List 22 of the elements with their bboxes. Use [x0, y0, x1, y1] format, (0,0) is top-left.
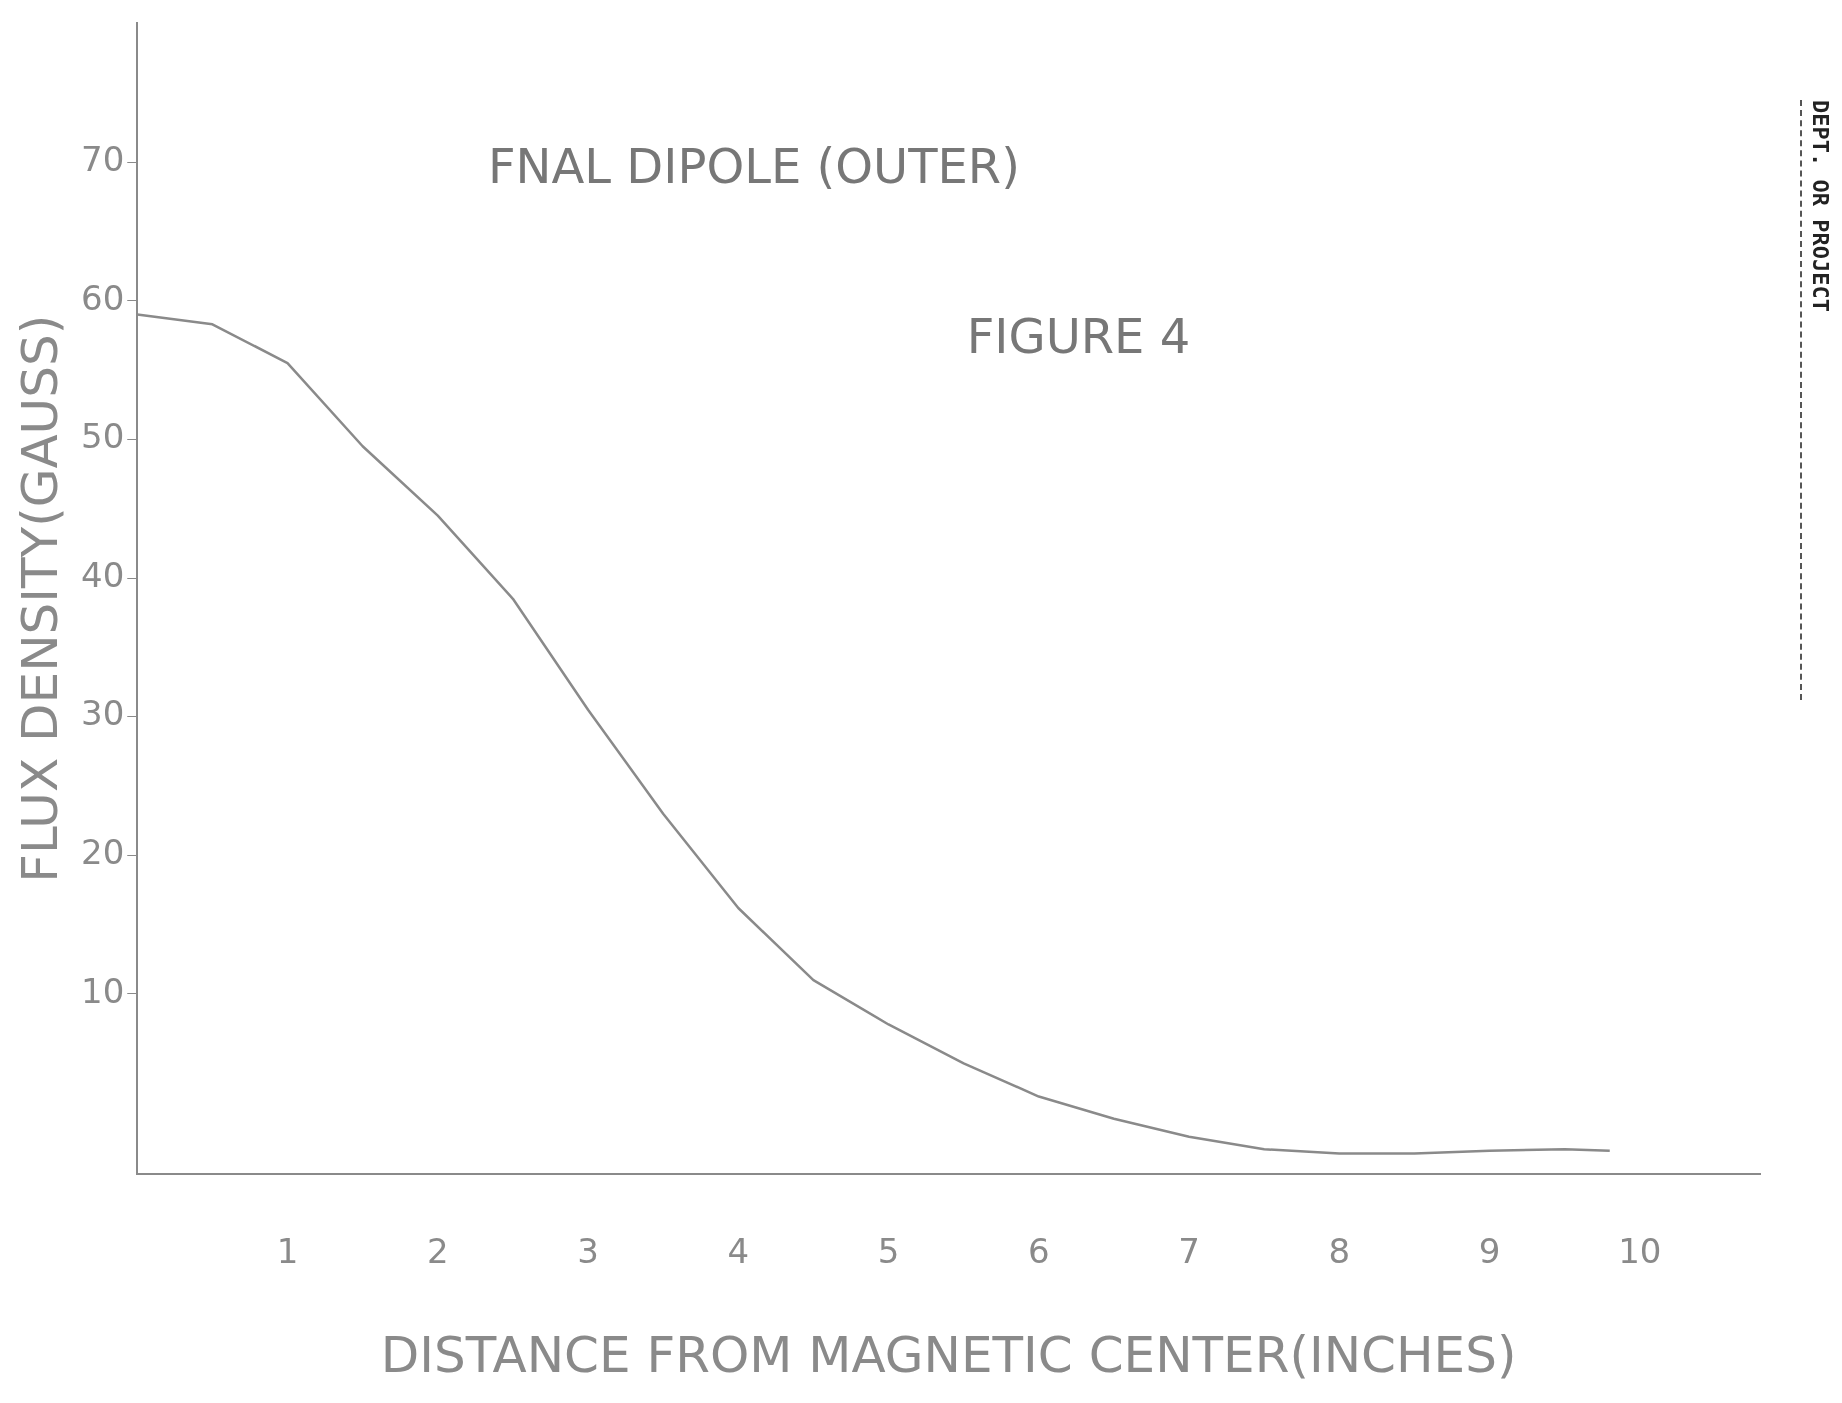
x-tick-label: 1	[276, 1231, 299, 1272]
x-tick-label: 4	[727, 1231, 750, 1272]
x-tick-label: 8	[1328, 1231, 1351, 1272]
y-tick-label: 20	[81, 832, 125, 873]
x-tick-label: 3	[577, 1231, 599, 1272]
x-tick-label: 7	[1178, 1231, 1200, 1272]
y-axis-title: FLUX DENSITY(GAUSS)	[10, 314, 69, 883]
text: DEPT. OR PROJECT	[1800, 100, 1833, 700]
y-tick-label: 60	[81, 277, 125, 318]
y-tick-label: 70	[81, 138, 125, 179]
x-tick-label: 2	[426, 1231, 449, 1272]
annotation: FIGURE 4	[966, 308, 1191, 365]
x-tick-label: 9	[1478, 1231, 1501, 1272]
x-axis-title: DISTANCE FROM MAGNETIC CENTER(INCHES)	[380, 1325, 1517, 1384]
y-tick-label: 50	[81, 416, 125, 457]
x-tick-label: 6	[1027, 1231, 1050, 1272]
x-tick-label: 10	[1618, 1231, 1662, 1272]
y-tick-label: 40	[81, 554, 125, 595]
y-tick-label: 30	[81, 693, 125, 734]
x-tick-label: 5	[877, 1231, 900, 1272]
y-tick-label: 10	[81, 970, 125, 1011]
text: FNAL DIPOLE (OUTER)	[487, 138, 1020, 195]
